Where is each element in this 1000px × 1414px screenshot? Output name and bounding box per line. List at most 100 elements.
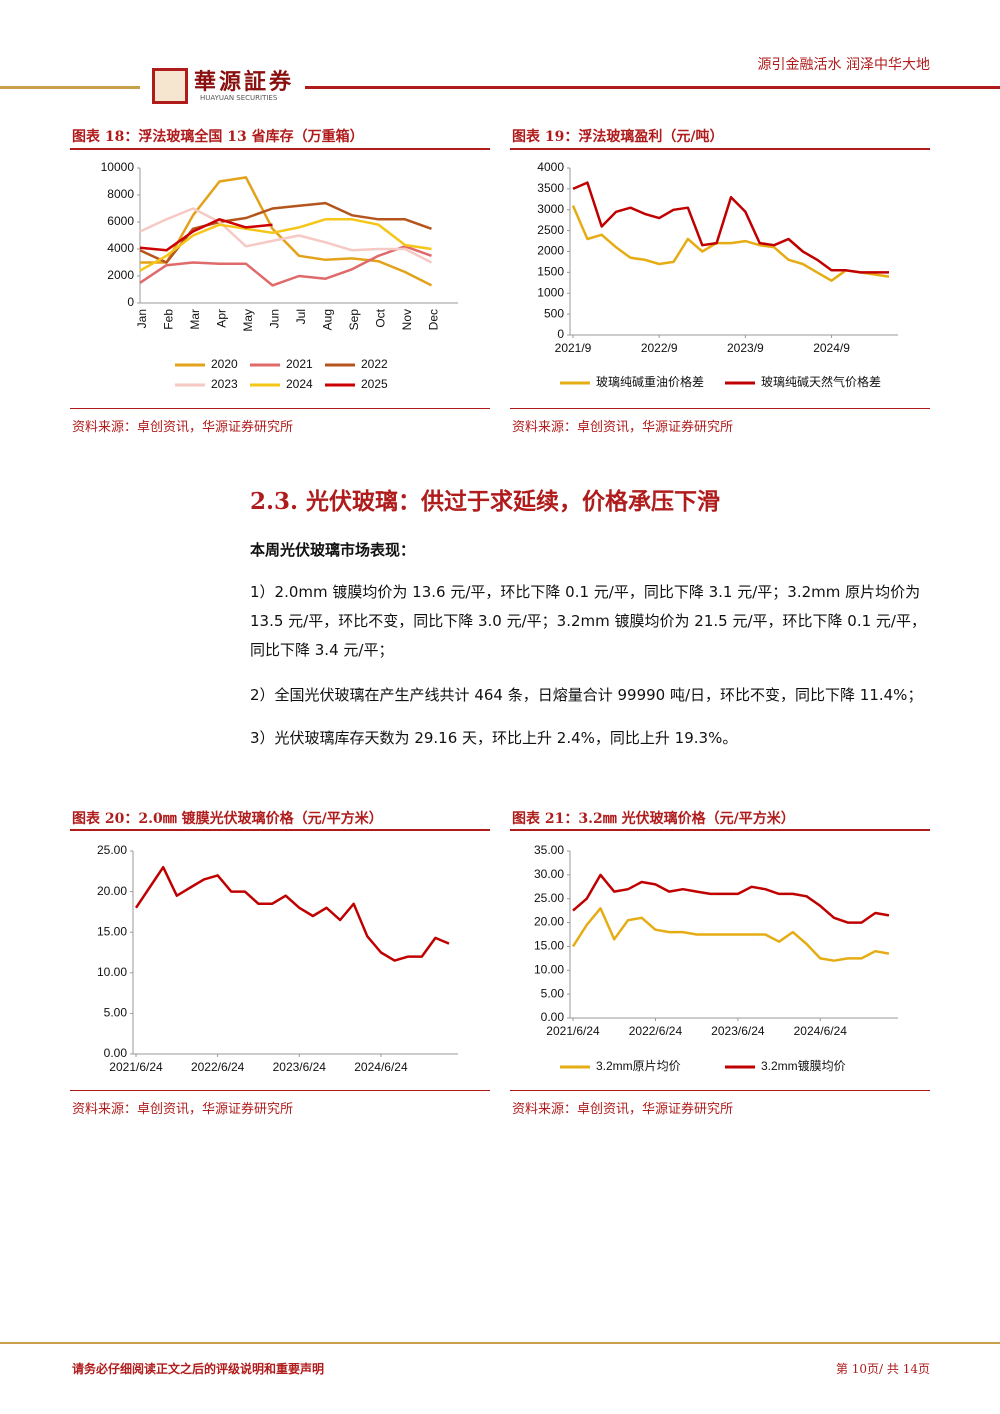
x-tick-label: 2022/9 <box>641 341 678 355</box>
paragraph: 2）全国光伏玻璃在产生产线共计 464 条，日熔量合计 99990 吨/日，环比… <box>250 686 923 704</box>
title-rule <box>70 829 490 831</box>
source: 资料来源：卓创资讯，华源证券研究所 <box>512 1102 734 1117</box>
x-tick-label: Jun <box>267 309 281 328</box>
x-tick-label: Apr <box>214 309 228 328</box>
y-tick-label: 4000 <box>537 160 564 174</box>
x-tick-label: 2021/9 <box>555 341 592 355</box>
footer-rule <box>0 1342 1000 1344</box>
y-tick-label: 1500 <box>537 265 564 279</box>
logo-subtext: HUAYUAN SECURITIES <box>200 94 278 102</box>
line-series <box>139 218 273 252</box>
x-tick-label: 2024/9 <box>813 341 850 355</box>
chart-title: 图表 18：浮法玻璃全国 13 省库存（万重箱） <box>72 129 364 145</box>
logo-text: 華源証券 <box>194 69 295 95</box>
legend-label: 2024 <box>286 377 313 391</box>
slogan: 源引金融活水 润泽中华大地 <box>757 57 930 73</box>
chart-title: 图表 21：3.2㎜ 光伏玻璃价格（元/平方米） <box>512 811 795 827</box>
paragraph: 1）2.0mm 镀膜均价为 13.6 元/平，环比下降 0.1 元/平，同比下降… <box>250 583 926 659</box>
legend-label: 2021 <box>286 357 313 371</box>
y-tick-label: 500 <box>544 306 564 320</box>
x-tick-label: 2021/6/24 <box>109 1060 163 1074</box>
y-tick-label: 0 <box>127 295 134 309</box>
y-tick-label: 30.00 <box>534 867 564 881</box>
source-rule <box>70 408 490 409</box>
source-rule <box>510 1090 930 1091</box>
section-heading: 2.3. 光伏玻璃：供过于求延续，价格承压下滑 <box>250 488 721 515</box>
y-tick-label: 5.00 <box>541 986 565 1000</box>
line-series <box>139 218 432 272</box>
x-tick-label: 2024/6/24 <box>794 1024 848 1038</box>
y-tick-label: 0.00 <box>104 1046 128 1060</box>
paragraph: 3）光伏玻璃库存天数为 29.16 天，环比上升 2.4%，同比上升 19.3%… <box>250 729 738 747</box>
line-series <box>571 907 890 962</box>
y-tick-label: 15.00 <box>97 924 127 938</box>
y-tick-label: 0.00 <box>541 1010 565 1024</box>
x-tick-label: Mar <box>188 309 202 330</box>
line-series <box>139 207 433 264</box>
y-tick-label: 6000 <box>107 214 134 228</box>
page-number: 第 10页/ 共 14页 <box>835 1362 930 1376</box>
y-tick-label: 15.00 <box>534 939 564 953</box>
line-series <box>572 873 890 924</box>
y-tick-label: 10.00 <box>97 965 127 979</box>
header-rule-red <box>305 86 1000 89</box>
chart: 0 2000 4000 6000 8000 10000 Jan Feb Mar Apr May Jun… <box>101 160 458 391</box>
legend-label: 2022 <box>361 357 388 371</box>
legend-label: 3.2mm原片均价 <box>596 1059 681 1073</box>
x-tick-label: 2023/6/24 <box>711 1024 765 1038</box>
line-series <box>571 205 890 282</box>
line-series <box>572 181 889 274</box>
x-tick-label: 2021/6/24 <box>546 1024 600 1038</box>
source: 资料来源：卓创资讯，华源证券研究所 <box>512 420 734 435</box>
chart-title: 图表 20：2.0㎜ 镀膜光伏玻璃价格（元/平方米） <box>72 811 383 827</box>
chart: 0 500 1000 1500 2000 2500 3000 3500 4000 2021/9 20… <box>537 160 898 389</box>
x-tick-label: Sep <box>347 309 361 331</box>
x-tick-label: Jul <box>294 309 308 324</box>
title-rule <box>70 148 490 150</box>
title-rule <box>510 148 930 150</box>
y-tick-label: 2000 <box>107 268 134 282</box>
legend-label: 2023 <box>211 377 238 391</box>
y-tick-label: 25.00 <box>97 843 127 857</box>
y-tick-label: 10000 <box>101 160 135 174</box>
x-tick-label: Oct <box>373 308 387 327</box>
y-tick-label: 4000 <box>107 241 134 255</box>
chart: 0.00 5.00 10.00 15.00 20.00 25.00 30.00 35.00 20… <box>534 843 898 1073</box>
y-tick-label: 1000 <box>537 285 564 299</box>
header-rule-gold <box>0 86 140 89</box>
y-tick-label: 35.00 <box>534 843 564 857</box>
y-tick-label: 2500 <box>537 223 564 237</box>
chart-title: 图表 19：浮法玻璃盈利（元/吨） <box>512 129 724 145</box>
x-tick-label: Nov <box>400 309 414 330</box>
source: 资料来源：卓创资讯，华源证券研究所 <box>72 420 294 435</box>
x-tick-label: 2024/6/24 <box>354 1060 408 1074</box>
logo-mark <box>152 68 188 104</box>
title-rule <box>510 829 930 831</box>
y-tick-label: 2000 <box>537 244 564 258</box>
y-tick-label: 0 <box>557 327 564 341</box>
source: 资料来源：卓创资讯，华源证券研究所 <box>72 1102 294 1117</box>
y-tick-label: 25.00 <box>534 891 564 905</box>
legend-label: 玻璃纯碱重油价格差 <box>596 374 704 389</box>
x-tick-label: 2022/6/24 <box>629 1024 683 1038</box>
legend-label: 2020 <box>211 357 238 371</box>
subheading: 本周光伏玻璃市场表现： <box>250 541 416 559</box>
disclaimer: 请务必仔细阅读正文之后的评级说明和重要声明 <box>72 1362 325 1376</box>
x-tick-label: 2023/6/24 <box>273 1060 327 1074</box>
line-series <box>139 245 432 287</box>
y-tick-label: 20.00 <box>97 884 127 898</box>
line-series <box>134 865 450 962</box>
legend-label: 玻璃纯碱天然气价格差 <box>761 374 881 389</box>
chart: 0.00 5.00 10.00 15.00 20.00 25.00 2021/6/24 202… <box>97 843 458 1074</box>
x-tick-label: Jan <box>135 309 149 328</box>
x-tick-label: Aug <box>320 309 334 330</box>
y-tick-label: 8000 <box>107 187 134 201</box>
y-tick-label: 10.00 <box>534 962 564 976</box>
x-tick-label: 2023/9 <box>727 341 764 355</box>
legend-label: 3.2mm镀膜均价 <box>761 1059 846 1073</box>
legend-label: 2025 <box>361 377 388 391</box>
source-rule <box>510 408 930 409</box>
y-tick-label: 20.00 <box>534 915 564 929</box>
x-tick-label: Feb <box>161 309 175 330</box>
